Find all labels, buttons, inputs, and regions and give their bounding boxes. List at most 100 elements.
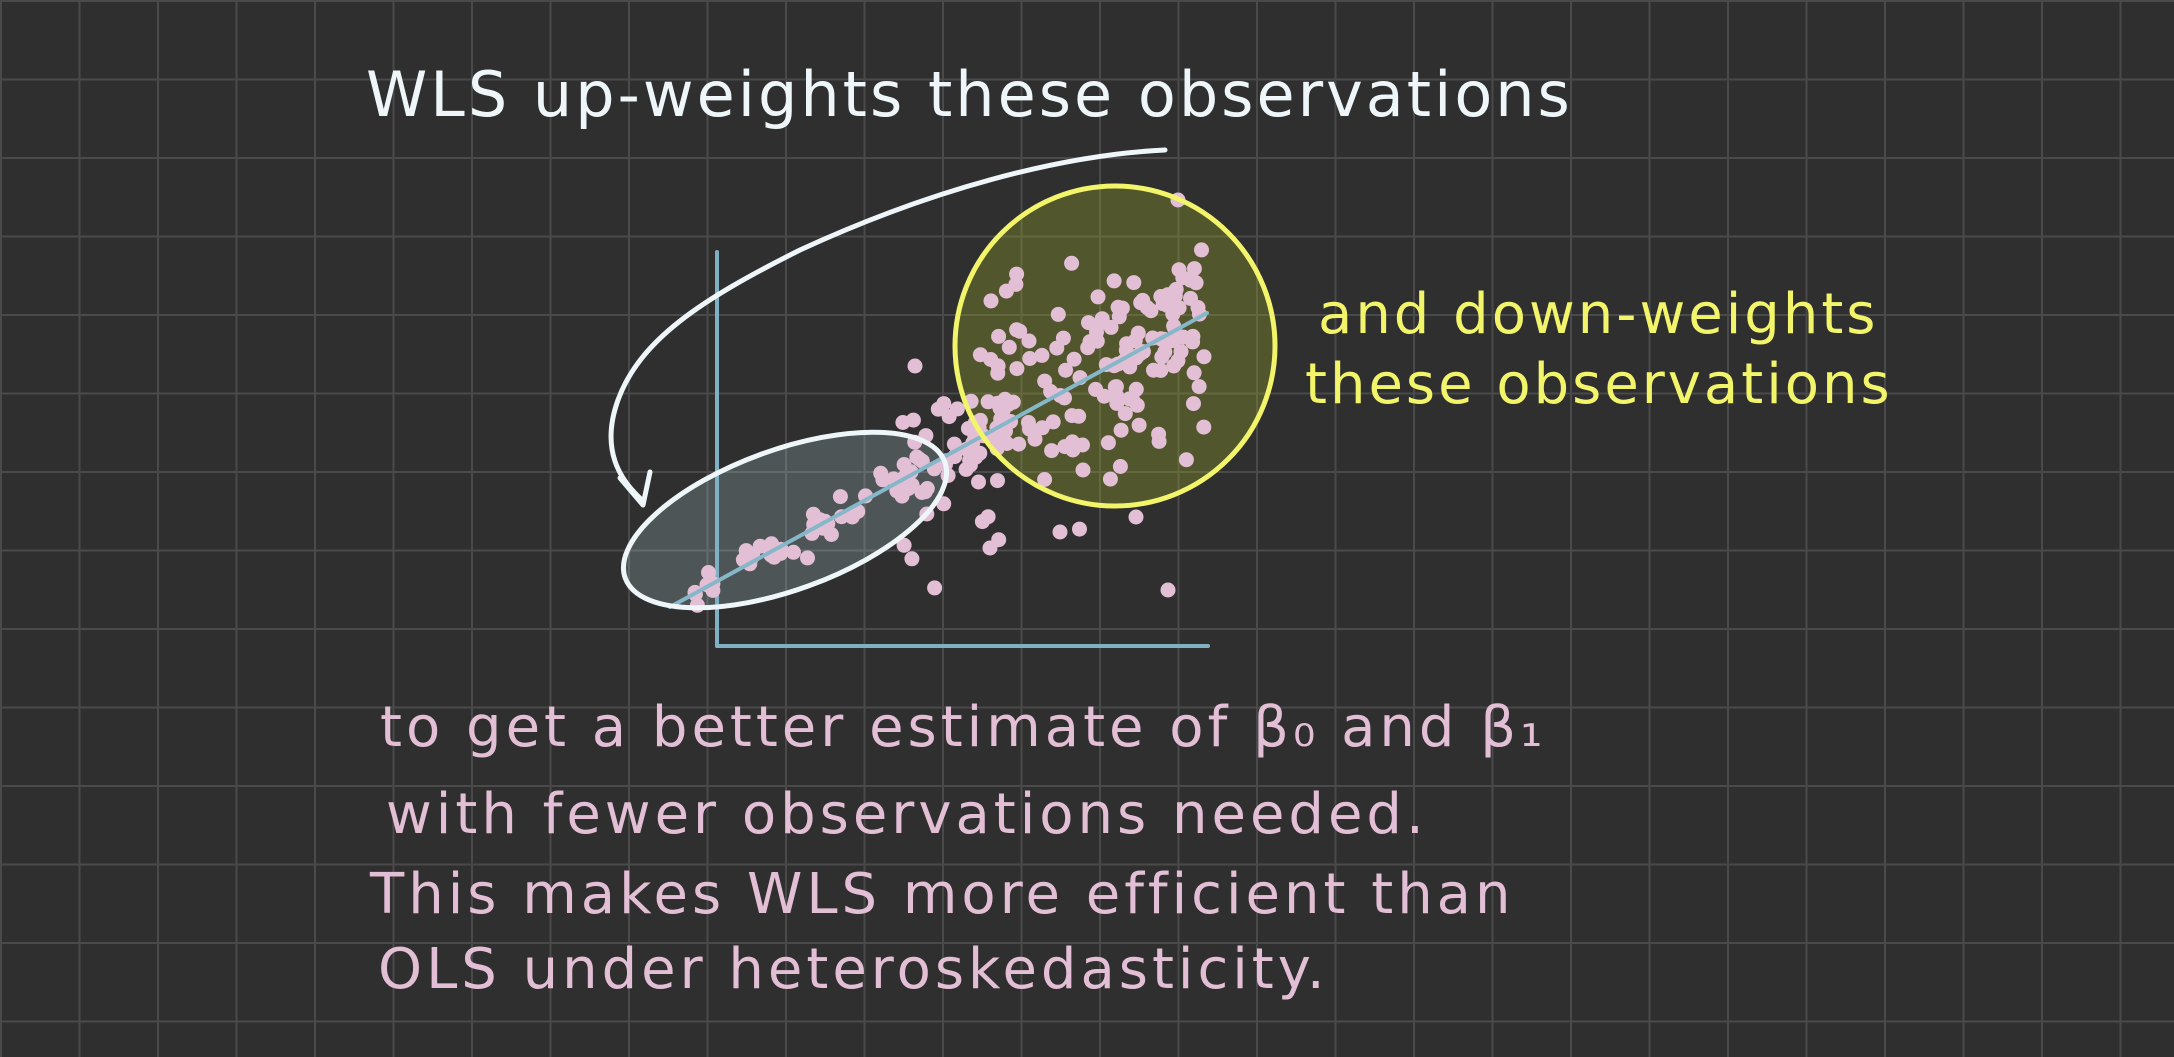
observation-point <box>1166 358 1182 374</box>
observation-point <box>1088 381 1104 397</box>
observation-point <box>1027 431 1043 447</box>
observation-point <box>1100 435 1116 451</box>
observation-point <box>1106 273 1122 289</box>
observation-point <box>873 465 889 481</box>
observation-point <box>1107 379 1123 395</box>
observation-point <box>1050 306 1066 322</box>
observation-point <box>1160 582 1176 598</box>
observation-point <box>1037 373 1053 389</box>
observation-point <box>1178 452 1194 468</box>
observation-point <box>1102 471 1118 487</box>
high-variance-circle <box>952 183 1278 509</box>
observation-point <box>1173 344 1189 360</box>
body-line-2: with fewer observations needed. <box>386 782 1428 847</box>
observation-point <box>991 328 1007 344</box>
low-variance-region <box>623 432 947 608</box>
observation-point <box>900 481 916 497</box>
observation-point <box>1005 394 1021 410</box>
observation-point <box>1109 395 1125 411</box>
body-line-1: to get a better estimate of β₀ and β₁ <box>380 695 1547 760</box>
observation-point <box>1128 509 1144 525</box>
observation-point <box>999 436 1015 451</box>
observation-point <box>1146 362 1161 378</box>
observation-point <box>998 283 1014 299</box>
observation-point <box>800 550 815 566</box>
observation-point <box>904 551 920 567</box>
observation-point <box>823 527 839 542</box>
observation-point <box>844 509 860 525</box>
observation-point <box>982 540 998 556</box>
observation-point <box>990 473 1005 489</box>
observation-point <box>1052 524 1068 540</box>
heading-text: WLS up-weights these observations <box>366 58 1573 131</box>
observation-point <box>1196 419 1212 435</box>
observation-point <box>1001 339 1017 355</box>
observation-point <box>1185 328 1201 344</box>
observation-point <box>1012 323 1028 339</box>
observation-point <box>1117 406 1133 422</box>
observation-point <box>1071 408 1087 424</box>
observation-point <box>974 514 990 530</box>
observation-point <box>1194 242 1209 258</box>
observation-point <box>1151 426 1167 442</box>
observation-point <box>1171 262 1187 278</box>
observation-point <box>1044 443 1060 459</box>
observation-point <box>1072 521 1087 537</box>
observation-point <box>1143 303 1159 319</box>
observation-point <box>1058 362 1074 378</box>
observation-point <box>971 474 986 490</box>
observation-point <box>1112 459 1128 474</box>
observation-point <box>1021 333 1037 349</box>
observation-point <box>786 544 801 560</box>
observation-point <box>949 401 965 417</box>
observation-point <box>995 402 1011 418</box>
body-line-3: This makes WLS more efficient than <box>370 862 1515 927</box>
observation-point <box>983 293 999 309</box>
observation-point <box>1160 287 1176 303</box>
observation-point <box>917 484 933 500</box>
observation-point <box>1064 434 1080 450</box>
observation-point <box>990 358 1006 374</box>
observation-point <box>930 401 946 417</box>
observation-point <box>738 543 754 559</box>
observation-point <box>911 451 927 467</box>
observation-point <box>1126 275 1142 291</box>
observation-point <box>1186 261 1202 277</box>
observation-point <box>1103 319 1119 335</box>
observation-point <box>1196 349 1212 365</box>
observation-point <box>1131 417 1147 433</box>
observation-point <box>1183 290 1198 306</box>
observation-point <box>1081 315 1096 331</box>
fitted-line <box>668 311 1209 609</box>
body-line-4: OLS under heteroskedasticity. <box>378 937 1329 1002</box>
observation-point <box>936 496 952 512</box>
observation-point <box>1165 306 1181 322</box>
observation-point <box>980 394 996 410</box>
observation-point <box>1049 340 1065 356</box>
observation-point <box>907 358 923 374</box>
observation-point <box>1066 351 1082 367</box>
observation-point <box>1022 351 1038 366</box>
observation-point <box>1034 420 1050 436</box>
observation-point <box>1011 436 1027 452</box>
curved-arrow-icon <box>608 147 1168 508</box>
observation-point <box>1130 325 1146 341</box>
observation-point <box>962 457 978 473</box>
observation-point <box>1135 292 1151 308</box>
observation-point <box>1009 361 1025 377</box>
observation-point <box>1075 462 1091 478</box>
observation-point <box>1037 472 1053 487</box>
observation-point <box>1186 365 1202 381</box>
observation-point <box>1183 272 1198 288</box>
observation-point <box>927 580 943 596</box>
observation-point <box>1186 396 1201 412</box>
down-weight-note-line-2: these observations <box>1305 352 1893 417</box>
observation-point <box>1034 347 1050 363</box>
observation-point <box>905 412 921 428</box>
observation-point <box>896 537 912 553</box>
observation-point <box>1128 381 1144 397</box>
observation-point <box>1191 379 1207 395</box>
down-weight-note-line-1: and down-weights <box>1318 282 1879 347</box>
observation-point <box>1114 300 1130 316</box>
